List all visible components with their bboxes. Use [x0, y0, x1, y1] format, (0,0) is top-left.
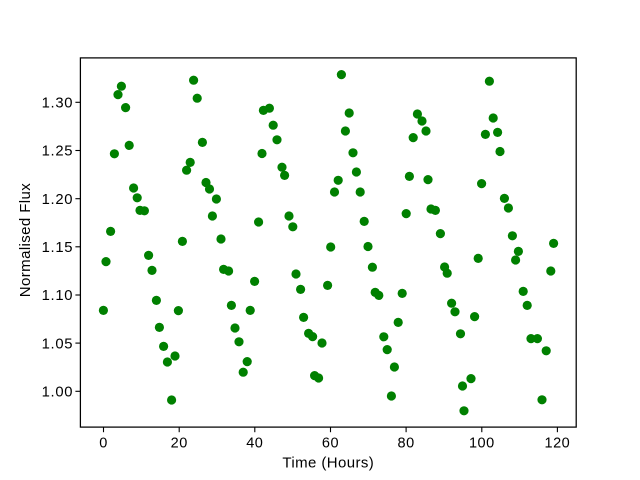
svg-text:1.10: 1.10 — [42, 288, 74, 304]
svg-text:Normalised Flux: Normalised Flux — [17, 183, 34, 297]
svg-text:120: 120 — [545, 436, 571, 452]
svg-text:80: 80 — [398, 436, 415, 452]
svg-text:100: 100 — [469, 436, 495, 452]
svg-text:20: 20 — [171, 436, 188, 452]
svg-text:1.30: 1.30 — [42, 96, 74, 112]
svg-text:0: 0 — [99, 436, 108, 452]
svg-text:1.25: 1.25 — [42, 144, 74, 160]
svg-text:1.00: 1.00 — [42, 385, 74, 401]
svg-text:40: 40 — [246, 436, 263, 452]
svg-text:1.05: 1.05 — [42, 336, 74, 352]
svg-text:1.15: 1.15 — [42, 240, 74, 256]
svg-text:1.20: 1.20 — [42, 192, 74, 208]
svg-text:60: 60 — [322, 436, 339, 452]
svg-text:Time (Hours): Time (Hours) — [282, 455, 374, 472]
